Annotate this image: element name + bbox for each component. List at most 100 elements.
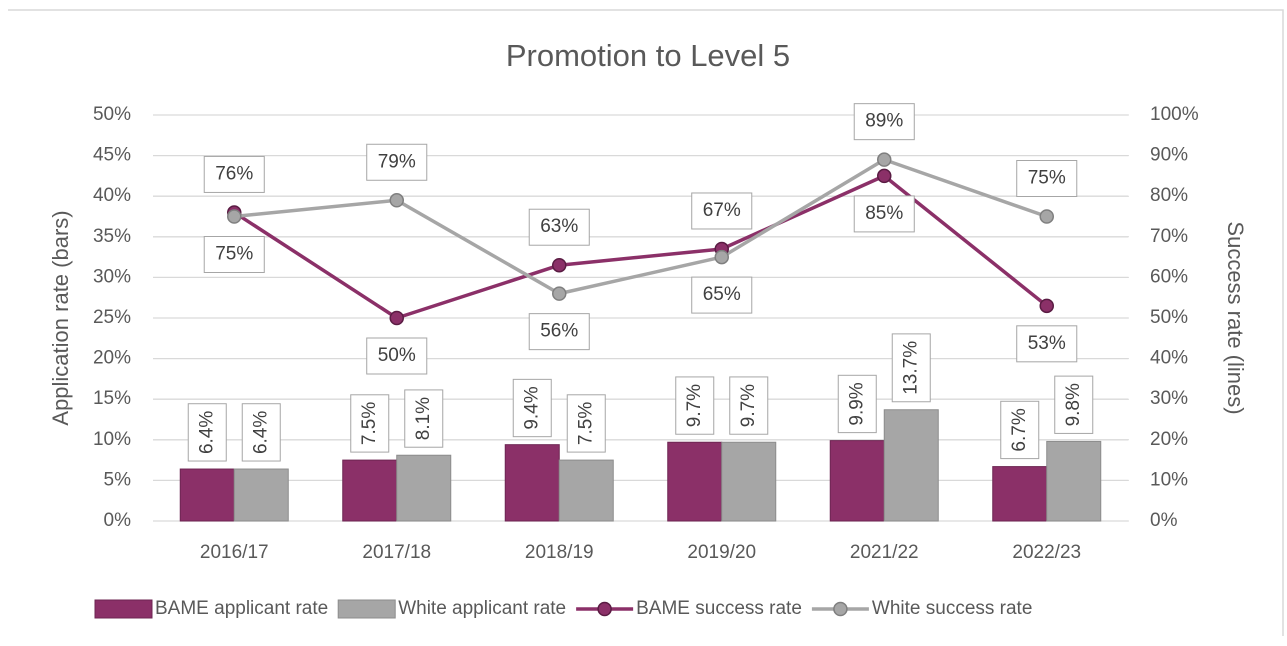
value-label: 75% xyxy=(203,236,265,273)
legend-swatch-marker xyxy=(833,601,848,617)
value-label: 53% xyxy=(1016,325,1078,363)
bar xyxy=(883,409,939,522)
value-label-text: 8.1% xyxy=(413,397,434,440)
value-label: 9.9% xyxy=(837,374,877,434)
y-tick-label: 25% xyxy=(93,307,131,328)
value-label: 13.7% xyxy=(891,333,931,403)
y2-tick-label: 20% xyxy=(1150,429,1188,450)
y2-tick-label: 0% xyxy=(1150,510,1178,531)
value-label-box xyxy=(528,313,590,351)
bar xyxy=(504,444,560,522)
line-marker xyxy=(552,286,567,301)
legend-item: BAME success rate xyxy=(576,598,802,619)
value-label-box xyxy=(729,376,769,435)
x-tick-label: 2018/19 xyxy=(525,542,594,563)
value-label-text: 7.5% xyxy=(359,402,380,445)
y2-tick-label: 80% xyxy=(1150,185,1188,206)
value-label: 50% xyxy=(366,337,428,375)
value-label: 85% xyxy=(853,195,915,233)
value-label-box xyxy=(512,378,552,438)
value-label: 6.4% xyxy=(187,403,227,462)
line-marker xyxy=(389,310,404,326)
value-label-box xyxy=(891,333,931,403)
value-label-text: 89% xyxy=(865,111,903,132)
y2-tick-label: 60% xyxy=(1150,266,1188,287)
value-label-box xyxy=(366,337,428,375)
line-marker xyxy=(389,193,404,208)
value-label: 76% xyxy=(203,155,265,193)
value-label-box xyxy=(366,143,428,181)
value-label-box xyxy=(528,208,590,246)
legend-item: White success rate xyxy=(811,598,1032,619)
value-label-text: 6.4% xyxy=(250,411,271,454)
value-label: 75% xyxy=(1016,160,1078,197)
value-label-text: 53% xyxy=(1028,333,1066,354)
value-label: 79% xyxy=(366,143,428,181)
x-tick-label: 2017/18 xyxy=(362,542,431,563)
legend-label: BAME applicant rate xyxy=(155,598,328,619)
bar xyxy=(558,459,614,522)
x-tick-label: 2016/17 xyxy=(200,542,269,563)
bar xyxy=(342,459,398,522)
value-label-text: 67% xyxy=(703,200,741,221)
value-label: 63% xyxy=(528,208,590,246)
value-label-text: 7.5% xyxy=(575,402,596,445)
x-tick-label: 2021/22 xyxy=(850,542,919,563)
legend-item: BAME applicant rate xyxy=(94,598,328,619)
value-label-text: 9.7% xyxy=(684,384,705,427)
y-tick-label: 40% xyxy=(93,185,131,206)
legend-label: BAME success rate xyxy=(636,598,802,619)
bar xyxy=(721,441,777,522)
value-label: 7.5% xyxy=(350,394,390,453)
line xyxy=(234,157,1048,296)
value-label: 9.8% xyxy=(1054,375,1094,434)
y2-tick-label: 50% xyxy=(1150,307,1188,328)
value-label-box xyxy=(203,155,265,193)
value-label: 56% xyxy=(528,313,590,351)
value-label: 9.7% xyxy=(729,376,769,435)
value-label-text: 9.7% xyxy=(738,384,759,427)
value-label-box xyxy=(203,236,265,273)
value-label-box xyxy=(691,192,753,230)
y2-tick-label: 70% xyxy=(1150,226,1188,247)
value-label-text: 75% xyxy=(1028,168,1066,189)
value-label-text: 63% xyxy=(540,216,578,237)
y2-axis-title: Success rate (lines) xyxy=(1223,221,1248,414)
line-marker xyxy=(877,152,892,167)
y-tick-label: 5% xyxy=(104,469,132,490)
value-label-text: 85% xyxy=(865,203,903,224)
value-label-box xyxy=(853,195,915,233)
value-label-text: 75% xyxy=(215,244,253,265)
value-label: 6.7% xyxy=(1000,400,1040,460)
value-label: 7.5% xyxy=(566,394,606,453)
y2-tick-label: 90% xyxy=(1150,145,1188,166)
legend-swatch-marker xyxy=(597,601,612,617)
y-tick-label: 50% xyxy=(93,104,131,125)
value-label-box xyxy=(350,394,390,453)
legend: BAME applicant rate White applicant rate B… xyxy=(94,598,1032,619)
value-label-box xyxy=(187,403,227,462)
y-axis-title: Application rate (bars) xyxy=(48,210,73,425)
value-label-box xyxy=(853,103,915,141)
value-label: 65% xyxy=(691,276,753,314)
line-marker xyxy=(227,209,242,224)
value-label: 8.1% xyxy=(404,389,444,448)
x-tick-label: 2022/23 xyxy=(1012,542,1081,563)
value-label-box xyxy=(1000,400,1040,460)
legend-label: White applicant rate xyxy=(398,598,566,619)
value-label-text: 6.7% xyxy=(1009,408,1030,451)
y2-tick-label: 30% xyxy=(1150,388,1188,409)
chart-border xyxy=(8,9,1284,636)
value-label-box xyxy=(404,389,444,448)
legend-swatch xyxy=(94,599,153,619)
chart-title: Promotion to Level 5 xyxy=(506,38,790,73)
bar xyxy=(1046,440,1102,522)
value-label: 9.7% xyxy=(675,376,715,435)
bar xyxy=(992,466,1048,522)
y2-tick-label: 40% xyxy=(1150,348,1188,369)
x-tick-label: 2019/20 xyxy=(687,542,756,563)
value-label-text: 50% xyxy=(378,345,416,366)
value-label-box xyxy=(837,374,877,434)
